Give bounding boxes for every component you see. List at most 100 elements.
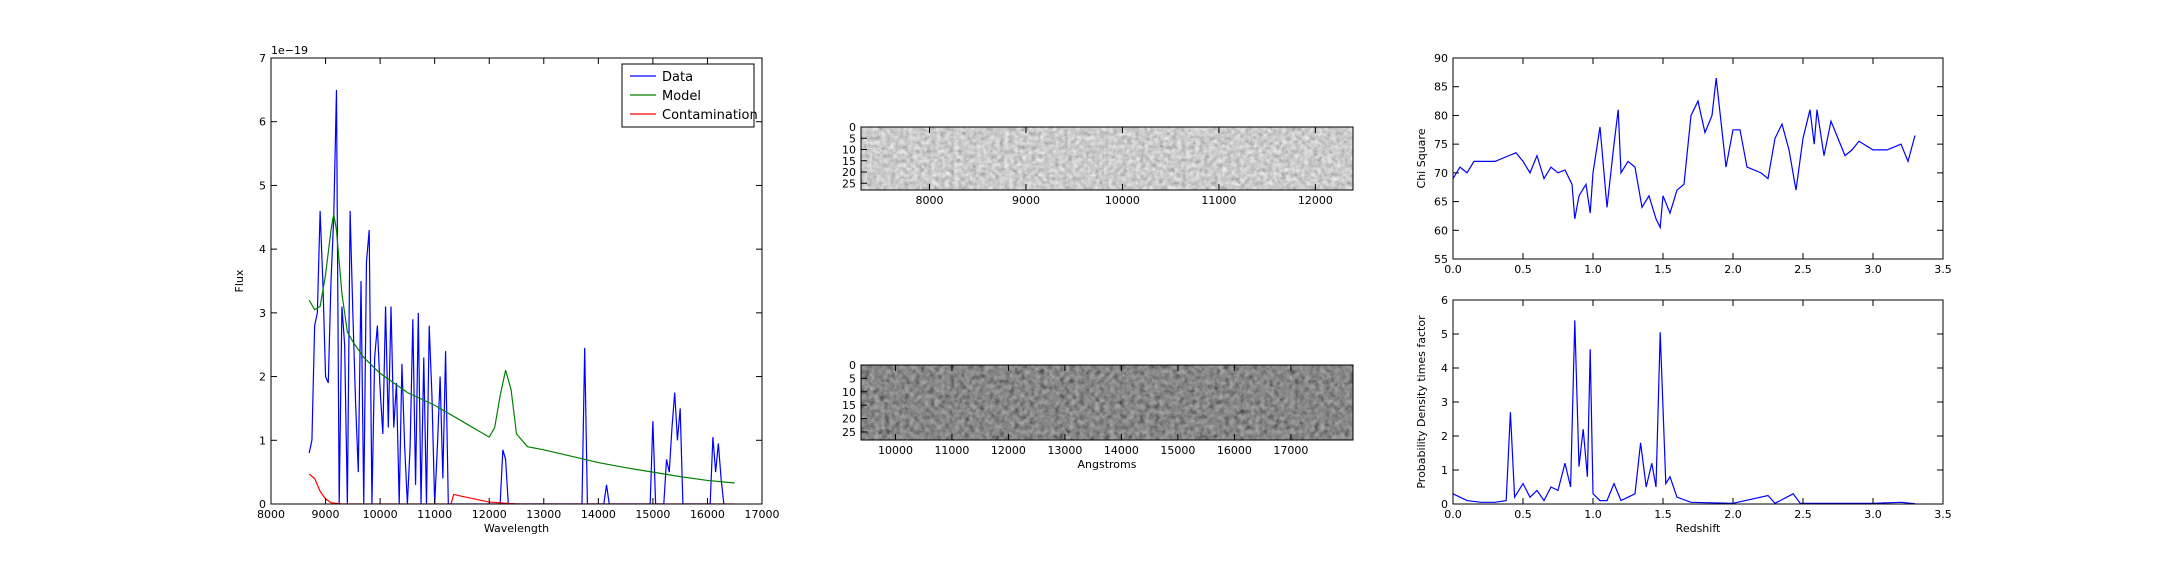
x-tick-label: 2.0: [1724, 263, 1742, 276]
x-tick-label: 3.5: [1934, 508, 1952, 521]
y-tick-label: 65: [1434, 196, 1448, 209]
y-tick-label: 25: [842, 426, 856, 439]
panel: 0.0 0.5 1.0 1.5 2.0 2.5 3.0 3.5 55 60 65 70 75 80 85 90…: [1415, 52, 1952, 276]
legend-label: Data: [662, 70, 693, 85]
y-tick-label: 20: [842, 413, 856, 426]
axes-frame: [1452, 57, 1944, 260]
x-tick-label: 1.5: [1654, 508, 1672, 521]
y-tick-label: 90: [1434, 52, 1448, 65]
x-tick-label: 11000: [934, 444, 969, 457]
x-tick-label: 12000: [1298, 194, 1333, 207]
panel: 8000 9000 10000 11000 12000 13000 14000 15000 16…: [233, 44, 780, 535]
y-tick-label: 70: [1434, 167, 1448, 180]
x-tick-label: 12000: [472, 508, 507, 521]
x-tick-label: 2.5: [1794, 263, 1812, 276]
y-tick-label: 4: [1441, 362, 1448, 375]
x-tick-label: 2.5: [1794, 508, 1812, 521]
x-tick-label: 11000: [1201, 194, 1236, 207]
y-tick-label: 5: [849, 132, 856, 145]
spectrum-image: [861, 127, 1353, 190]
y-tick-label: 2: [1441, 430, 1448, 443]
axes-frame: [860, 126, 1354, 191]
legend-label: Contamination: [662, 108, 758, 123]
x-tick-label: 13000: [1047, 444, 1082, 457]
y-tick-label: 15: [842, 155, 856, 168]
y-tick-label: 85: [1434, 81, 1448, 94]
y-axis-label: Flux: [233, 269, 246, 292]
x-tick-label: 10000: [1105, 194, 1140, 207]
panel: 10000 11000 12000 13000 14000 15000 16000 17000…: [842, 359, 1354, 471]
panel: 0.0 0.5 1.0 1.5 2.0 2.5 3.0 3.5 0 1 2 3 4 5 6 Redshift P…: [1415, 294, 1952, 535]
y-tick-label: 6: [1441, 294, 1448, 307]
y-axis-label: Probability Density times factor: [1415, 315, 1428, 489]
y-tick-label: 20: [842, 166, 856, 179]
x-tick-label: 1.0: [1584, 508, 1602, 521]
y-tick-label: 0: [1441, 498, 1448, 511]
x-tick-label: 9000: [1012, 194, 1040, 207]
x-tick-label: 3.5: [1934, 263, 1952, 276]
y-tick-label: 4: [259, 243, 266, 256]
x-tick-label: 3.0: [1864, 263, 1882, 276]
x-tick-label: 8000: [915, 194, 943, 207]
x-tick-label: 10000: [878, 444, 913, 457]
y-tick-label: 0: [849, 359, 856, 372]
y-tick-label: 10: [842, 386, 856, 399]
spectrum-image: [861, 365, 1353, 440]
x-tick-label: 15000: [635, 508, 670, 521]
y-tick-label: 1: [259, 434, 266, 447]
series-line: [308, 473, 735, 504]
axes-frame: [1452, 299, 1944, 505]
x-tick-label: 17000: [1273, 444, 1308, 457]
x-tick-label: 16000: [1217, 444, 1252, 457]
series-line: [1453, 78, 1916, 230]
y-tick-label: 5: [1441, 328, 1448, 341]
x-tick-label: 14000: [1104, 444, 1139, 457]
x-tick-label: 13000: [526, 508, 561, 521]
x-tick-label: 11000: [417, 508, 452, 521]
x-tick-label: 1.0: [1584, 263, 1602, 276]
legend-label: Model: [662, 89, 701, 104]
x-tick-label: 12000: [991, 444, 1026, 457]
y-tick-label: 10: [842, 144, 856, 157]
x-tick-label: 1.5: [1654, 263, 1672, 276]
y-tick-label: 6: [259, 116, 266, 129]
y-tick-label: 5: [849, 372, 856, 385]
y-tick-label: 0: [259, 498, 266, 511]
y-tick-label: 3: [259, 307, 266, 320]
y-tick-label: 25: [842, 177, 856, 190]
series-line: [1453, 320, 1916, 504]
y-tick-label: 1: [1441, 464, 1448, 477]
x-tick-label: 0.5: [1514, 508, 1532, 521]
x-tick-label: 8000: [257, 508, 285, 521]
offset-text: 1e−19: [271, 44, 308, 57]
x-tick-label: 10000: [363, 508, 398, 521]
series-line: [308, 213, 735, 484]
x-tick-label: 0.0: [1444, 508, 1462, 521]
y-tick-label: 15: [842, 399, 856, 412]
x-tick-label: 14000: [581, 508, 616, 521]
x-tick-label: 15000: [1160, 444, 1195, 457]
x-tick-label: 0.0: [1444, 263, 1462, 276]
axes-frame: [270, 57, 763, 505]
x-tick-label: 16000: [690, 508, 725, 521]
y-tick-label: 2: [259, 371, 266, 384]
x-tick-label: 9000: [312, 508, 340, 521]
x-axis-label: Angstroms: [1078, 458, 1137, 471]
y-tick-label: 55: [1434, 253, 1448, 266]
y-tick-label: 80: [1434, 109, 1448, 122]
y-tick-label: 75: [1434, 138, 1448, 151]
y-tick-label: 60: [1434, 224, 1448, 237]
series-line: [308, 89, 725, 504]
x-tick-label: 0.5: [1514, 263, 1532, 276]
x-axis-label: Redshift: [1676, 522, 1721, 535]
x-tick-label: 17000: [745, 508, 780, 521]
y-tick-label: 0: [849, 121, 856, 134]
y-tick-label: 5: [259, 179, 266, 192]
x-tick-label: 2.0: [1724, 508, 1742, 521]
x-tick-label: 3.0: [1864, 508, 1882, 521]
axes-frame: [860, 364, 1354, 441]
x-axis-label: Wavelength: [484, 522, 549, 535]
y-tick-label: 7: [259, 52, 266, 65]
